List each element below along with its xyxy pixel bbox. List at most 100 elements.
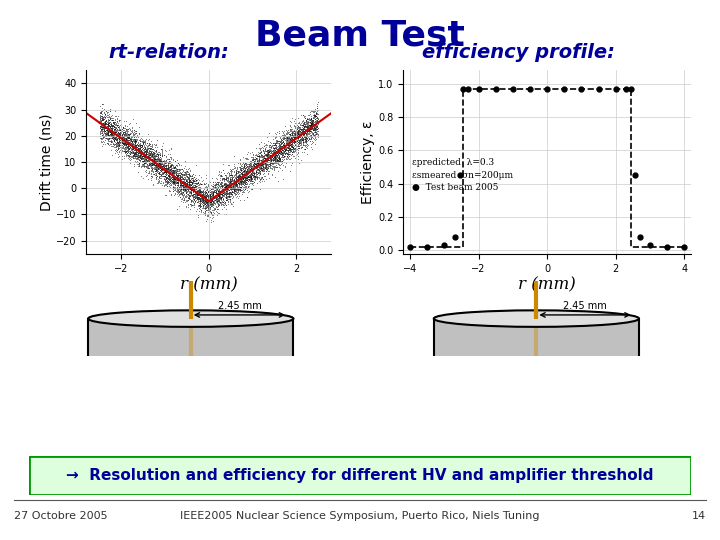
Point — [222, 189, 233, 198]
Point — [209, 193, 220, 201]
Point — [158, 164, 169, 173]
Point — [289, 123, 301, 132]
Point — [216, 171, 228, 179]
Point — [128, 151, 140, 159]
Point — [267, 134, 279, 143]
Point — [223, 160, 235, 169]
Point — [161, 177, 173, 186]
Point — [99, 118, 110, 127]
Point — [134, 139, 145, 148]
Point — [122, 147, 133, 156]
Point — [223, 169, 235, 178]
Point — [111, 141, 122, 150]
Point — [223, 169, 235, 178]
Point — [233, 180, 244, 188]
Point — [269, 148, 281, 157]
Point — [267, 149, 279, 158]
Point — [295, 118, 307, 127]
Point — [266, 150, 277, 158]
Point — [231, 166, 243, 175]
Point — [155, 161, 166, 170]
Point — [241, 176, 253, 184]
Point — [103, 124, 114, 133]
Point — [125, 129, 137, 137]
Point — [230, 170, 241, 179]
Point — [309, 111, 320, 119]
Point — [287, 148, 298, 157]
Point — [112, 138, 124, 146]
Point — [159, 175, 171, 184]
Point — [211, 180, 222, 188]
Point — [243, 163, 254, 171]
Point — [304, 124, 315, 133]
Point — [212, 197, 223, 206]
Point — [163, 170, 175, 179]
Point — [216, 205, 228, 213]
Point — [228, 198, 239, 207]
Point — [228, 180, 239, 189]
Point — [245, 161, 256, 170]
Point — [264, 150, 275, 159]
Point — [129, 136, 140, 144]
Point — [152, 163, 163, 171]
Point — [154, 163, 166, 172]
Point — [240, 178, 251, 186]
Point — [282, 138, 293, 147]
Point — [197, 194, 208, 202]
Point — [217, 165, 229, 174]
Point — [118, 125, 130, 134]
Point — [251, 160, 262, 169]
Point — [204, 199, 215, 207]
Point — [104, 133, 115, 142]
Point — [166, 171, 177, 180]
Point — [111, 131, 122, 140]
Point — [287, 128, 298, 137]
Point — [206, 197, 217, 206]
Point — [287, 128, 299, 137]
Point — [169, 165, 181, 174]
Point — [185, 188, 197, 197]
Point — [151, 160, 163, 169]
Point — [305, 124, 316, 132]
Point — [187, 176, 199, 185]
Point — [217, 189, 229, 198]
Point — [292, 133, 304, 142]
Point — [94, 122, 106, 130]
Point — [204, 201, 215, 210]
Point — [170, 184, 181, 193]
Point — [233, 172, 244, 180]
Point — [234, 163, 246, 171]
Point — [108, 136, 120, 144]
Point — [126, 136, 138, 144]
Point — [215, 193, 226, 202]
Point — [102, 124, 114, 132]
Point — [184, 178, 195, 186]
Point — [150, 168, 162, 177]
Point — [106, 120, 117, 129]
Point — [283, 130, 294, 138]
Point — [230, 164, 242, 172]
Point — [175, 179, 186, 188]
Point — [210, 180, 222, 189]
Point — [217, 176, 228, 185]
Point — [290, 129, 302, 138]
Point — [200, 198, 212, 206]
Point — [295, 141, 307, 150]
Point — [238, 167, 249, 176]
Point — [198, 191, 210, 200]
Point — [300, 138, 311, 146]
Point — [222, 200, 234, 208]
Point — [220, 189, 231, 198]
Point — [184, 176, 195, 184]
Point — [145, 145, 156, 154]
Point — [232, 177, 243, 185]
Point — [251, 168, 262, 177]
Point — [267, 154, 279, 163]
Point — [227, 173, 238, 181]
Point — [169, 178, 181, 187]
Point — [305, 118, 317, 127]
Point — [132, 153, 143, 162]
Point — [204, 200, 215, 208]
Point — [126, 144, 138, 152]
Point — [130, 144, 141, 152]
